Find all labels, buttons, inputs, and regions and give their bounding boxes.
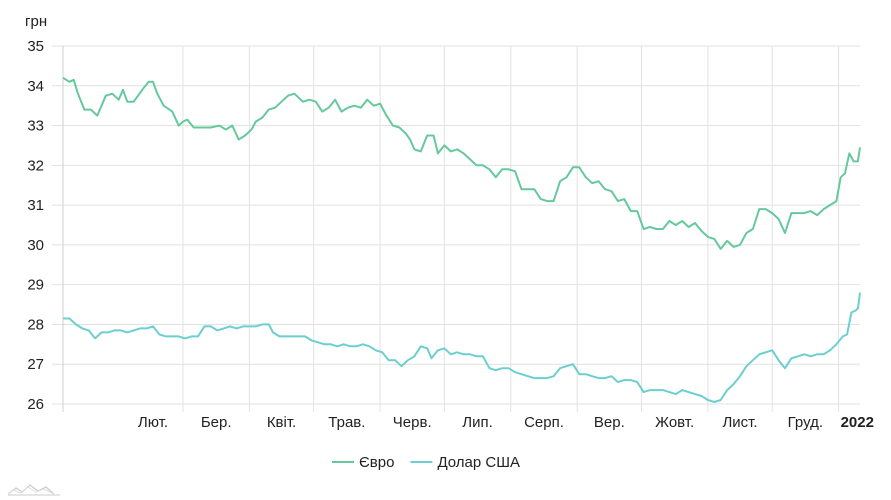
x-tick-label: Серп. (524, 414, 564, 431)
y-tick-label: 29 (27, 277, 44, 294)
x-tick-label: Лист. (722, 414, 757, 431)
y-tick-label: 34 (27, 78, 44, 95)
legend-label: Євро (359, 454, 394, 471)
y-tick-label: 26 (27, 396, 44, 413)
x-tick-label: Квіт. (267, 414, 296, 431)
y-tick-label: 30 (27, 237, 44, 254)
y-axis-unit-label: грн (25, 13, 47, 30)
series-line-0 (62, 76, 861, 250)
x-tick-label: Жовт. (655, 414, 694, 431)
series-lines (62, 76, 861, 403)
x-axis: Лют. Бер. Квіт. Трав. Черв. Лип. Серп. Вер. Жовт… (138, 414, 874, 431)
legend-item-1[interactable]: Долар США (410, 454, 520, 471)
x-tick-label: Бер. (201, 414, 232, 431)
x-tick-label: Вер. (594, 414, 625, 431)
y-tick-label: 32 (27, 157, 44, 174)
y-axis: 26 27 28 29 30 31 32 33 34 35 (27, 38, 44, 413)
y-tick-label: 27 (27, 356, 44, 373)
x-tick-label: Груд. (788, 414, 823, 431)
x-tick-label: Черв. (393, 414, 432, 431)
y-tick-label: 31 (27, 197, 44, 214)
y-tick-label: 28 (27, 316, 44, 333)
x-tick-label: Лип. (462, 414, 493, 431)
legend[interactable]: Євро Долар США (332, 454, 520, 471)
chart-logo-icon (7, 484, 60, 496)
y-tick-label: 33 (27, 118, 44, 135)
legend-item-0[interactable]: Євро (332, 454, 394, 471)
grid (52, 45, 860, 412)
series-line-1 (63, 292, 861, 403)
x-tick-label: Трав. (328, 414, 365, 431)
x-tick-label: 2022 (841, 414, 874, 431)
y-tick-label: 35 (27, 38, 44, 55)
legend-label: Долар США (437, 454, 520, 471)
x-tick-label: Лют. (138, 414, 168, 431)
